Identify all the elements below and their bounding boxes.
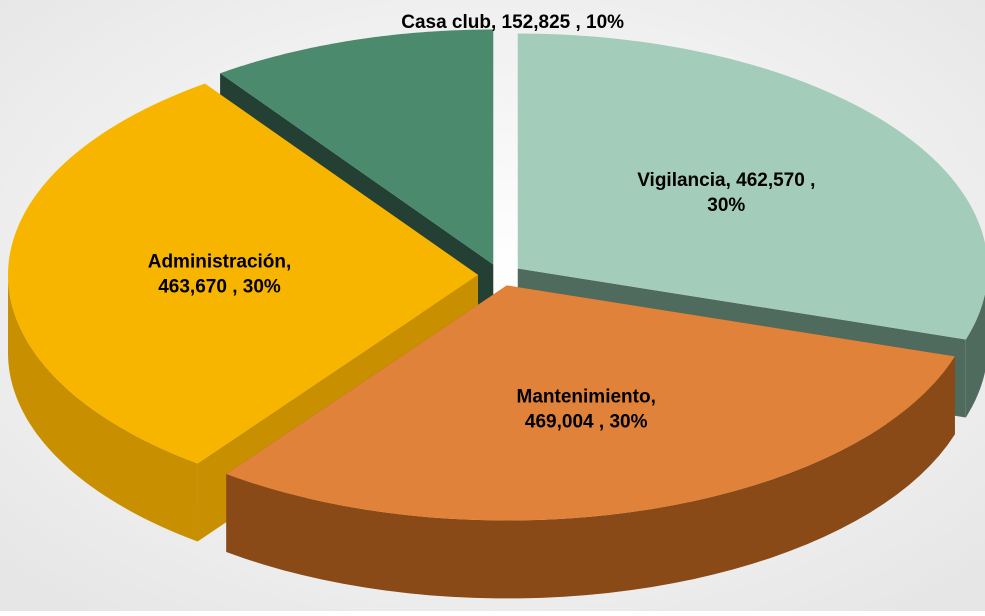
slice [226,285,955,521]
slice [8,83,479,464]
data-label: Vigilancia, 462,570 , 30% [637,170,815,216]
slice-side [965,293,985,418]
slice [220,29,494,265]
data-label: Casa club, 152,825 , 10% [401,12,624,33]
data-label-line: Casa club, 152,825 , 10% [401,12,624,33]
data-label-line: Administración, [148,252,292,273]
data-labels: Vigilancia, 462,570 , 30% Mantenimiento, 46… [148,12,816,432]
data-label-line: 30% [707,195,745,216]
data-label-line: Mantenimiento, [517,386,656,407]
data-label: Administración, 463,670 , 30% [148,252,292,298]
slice [517,33,985,340]
slice-side [8,274,198,542]
pie-tops [8,29,985,521]
slice-side [226,356,955,599]
data-label-line: Vigilancia, 462,570 , [637,170,815,191]
data-label-line: 463,670 , 30% [158,277,281,298]
data-label: Mantenimiento, 469,004 , 30% [517,386,656,432]
data-label-line: 469,004 , 30% [525,411,648,432]
